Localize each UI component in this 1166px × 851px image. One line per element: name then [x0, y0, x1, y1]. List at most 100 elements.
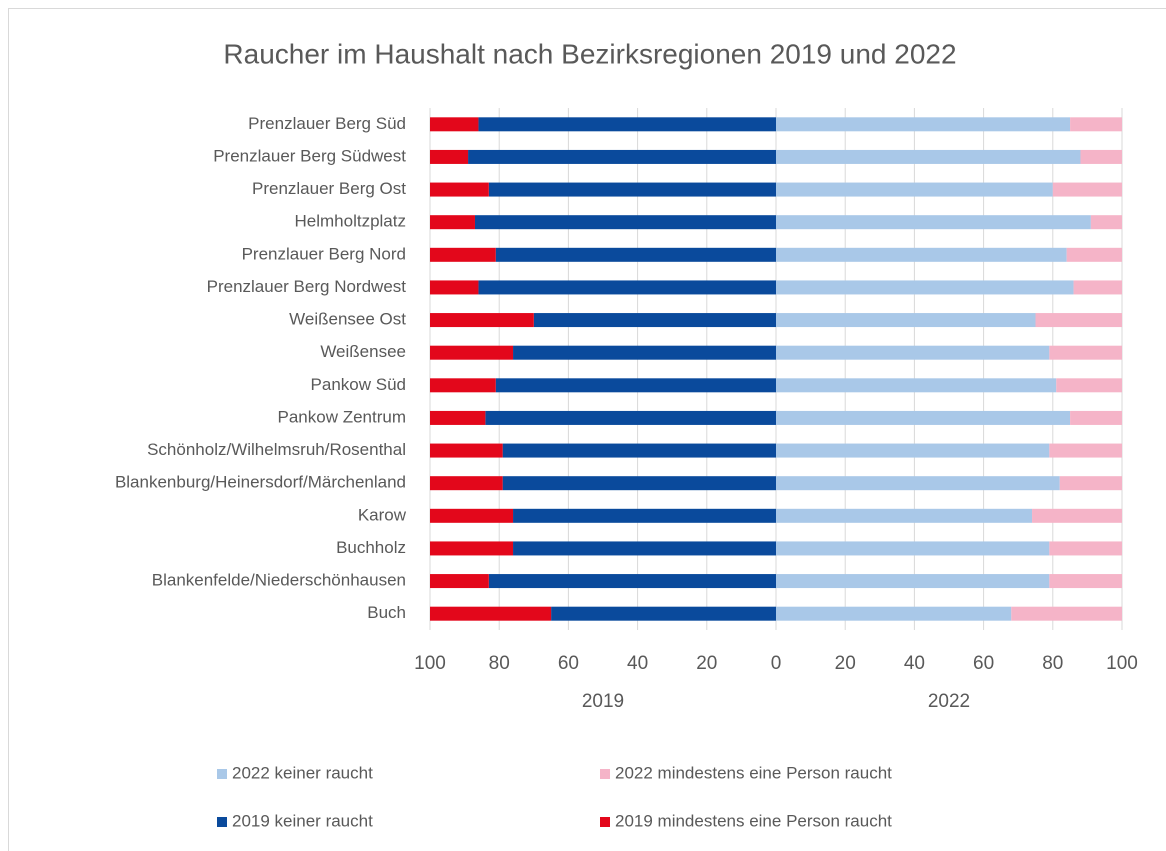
bar	[485, 410, 776, 425]
panel-label: 2022	[928, 691, 970, 712]
x-tick-label: 0	[771, 653, 782, 674]
y-tick-label: Buch	[367, 603, 406, 622]
bar	[430, 476, 503, 491]
y-tick-label: Karow	[358, 505, 407, 524]
bar	[776, 345, 1050, 360]
y-tick-label: Prenzlauer Berg Nordwest	[207, 277, 407, 296]
chart-title: Raucher im Haushalt nach Bezirksregionen…	[223, 38, 956, 69]
legend-label: 2022 mindestens eine Person raucht	[615, 763, 892, 782]
bar	[776, 182, 1053, 197]
y-tick-label: Prenzlauer Berg Ost	[252, 179, 406, 198]
bar	[1090, 215, 1122, 230]
bar	[533, 313, 776, 328]
x-tick-label: 60	[558, 653, 579, 674]
bar	[513, 345, 776, 360]
bar	[430, 149, 469, 164]
bar	[488, 182, 776, 197]
bar	[1011, 606, 1122, 621]
bar	[1049, 345, 1122, 360]
bar	[1059, 476, 1122, 491]
bar	[776, 117, 1071, 132]
y-tick-label: Weißensee	[320, 342, 406, 361]
bar	[430, 345, 514, 360]
bar	[551, 606, 776, 621]
bar	[1032, 508, 1122, 523]
bar	[1035, 313, 1122, 328]
bar	[776, 280, 1074, 295]
bar	[430, 117, 479, 132]
bar	[430, 215, 475, 230]
chart-border	[8, 8, 1166, 851]
bar	[1070, 117, 1122, 132]
bar	[776, 606, 1012, 621]
y-tick-label: Prenzlauer Berg Nord	[242, 244, 406, 263]
y-tick-label: Pankow Süd	[311, 375, 406, 394]
x-tick-label: 80	[1042, 653, 1063, 674]
bar	[1066, 247, 1122, 262]
bar	[502, 476, 776, 491]
y-tick-label: Prenzlauer Berg Südwest	[213, 146, 406, 165]
bar	[1052, 182, 1122, 197]
x-tick-label: 100	[1106, 653, 1138, 674]
x-tick-label: 100	[414, 653, 446, 674]
bar	[776, 443, 1050, 458]
bar	[1049, 541, 1122, 556]
x-tick-label: 20	[835, 653, 856, 674]
bar	[430, 182, 489, 197]
bar	[430, 410, 486, 425]
bar	[776, 410, 1071, 425]
bar	[1049, 443, 1122, 458]
bar	[1073, 280, 1122, 295]
x-tick-label: 80	[489, 653, 510, 674]
bar	[468, 149, 776, 164]
y-tick-label: Blankenburg/Heinersdorf/Märchenland	[115, 473, 406, 492]
legend-swatch	[600, 769, 610, 779]
bar	[430, 574, 489, 589]
bar	[776, 574, 1050, 589]
bar	[776, 215, 1091, 230]
bar	[1070, 410, 1122, 425]
bar	[430, 508, 514, 523]
bar	[776, 541, 1050, 556]
bar	[430, 378, 496, 393]
bar	[513, 508, 776, 523]
legend-swatch	[600, 817, 610, 827]
bar	[776, 247, 1067, 262]
bar	[776, 378, 1057, 393]
bar	[478, 117, 776, 132]
bar	[495, 247, 776, 262]
bar	[513, 541, 776, 556]
y-tick-label: Blankenfelde/Niederschönhausen	[152, 571, 406, 590]
bar	[430, 606, 552, 621]
bar	[430, 280, 479, 295]
bar	[1049, 574, 1122, 589]
bar	[502, 443, 776, 458]
bar	[776, 313, 1036, 328]
legend-label: 2019 keiner raucht	[232, 811, 373, 830]
panel-label: 2019	[582, 691, 624, 712]
bar	[430, 313, 534, 328]
bar	[495, 378, 776, 393]
y-tick-label: Prenzlauer Berg Süd	[248, 114, 406, 133]
bar	[488, 574, 776, 589]
y-tick-label: Buchholz	[336, 538, 406, 557]
legend-swatch	[217, 817, 227, 827]
bar	[430, 541, 514, 556]
x-tick-label: 20	[696, 653, 717, 674]
bar	[430, 247, 496, 262]
x-tick-label: 40	[904, 653, 925, 674]
legend-swatch	[217, 769, 227, 779]
y-tick-label: Schönholz/Wilhelmsruh/Rosenthal	[147, 440, 406, 459]
bar	[776, 149, 1081, 164]
bar	[776, 508, 1033, 523]
bar	[776, 476, 1060, 491]
y-tick-label: Pankow Zentrum	[278, 407, 407, 426]
x-tick-label: 40	[627, 653, 648, 674]
bar	[1056, 378, 1122, 393]
y-tick-label: Weißensee Ost	[289, 310, 406, 329]
bar	[1080, 149, 1122, 164]
bar	[474, 215, 776, 230]
legend-label: 2019 mindestens eine Person raucht	[615, 811, 892, 830]
x-tick-label: 60	[973, 653, 994, 674]
